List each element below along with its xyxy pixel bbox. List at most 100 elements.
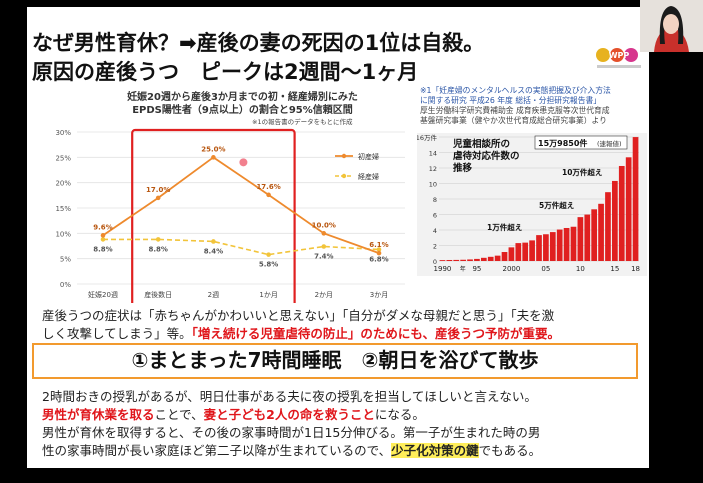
reference-line2: に関する研究 平成26 年度 総括・分担研究報告書」	[420, 96, 602, 105]
bar	[460, 259, 466, 261]
data-label-primipara: 17.0%	[146, 186, 170, 194]
y-tick-label: 4	[433, 227, 437, 235]
point-multipara	[266, 252, 271, 257]
x-tick-label: 2週	[208, 290, 219, 299]
reference-line4: 基盤研究事業（健やか次世代育成総合研究事業）より	[420, 116, 607, 125]
bar	[467, 259, 473, 261]
data-label-primipara: 25.0%	[201, 145, 225, 153]
presenter-video-thumbnail[interactable]	[640, 0, 703, 52]
x-tick-label: 妊娠20週	[88, 290, 118, 299]
reference-note: ※1「妊産婦のメンタルヘルスの実態把握及び介入方法 に関する研究 平成26 年度…	[420, 86, 645, 126]
leave-benefit-text: 男性が育休業を取ることで、妻と子ども2人の命を救うことになる。	[42, 404, 425, 423]
annotation-5man: 5万件超え	[539, 200, 574, 210]
point-multipara	[376, 247, 382, 252]
bar	[625, 157, 632, 261]
bar	[536, 235, 542, 261]
point-multipara	[155, 237, 161, 242]
line-chart: 0% 5% 10% 15% 20% 25% 30% 妊娠20週 産後数日 2週 1か月 2か月 3か月 8…	[55, 128, 405, 303]
bar	[556, 229, 563, 261]
line-chart-title: 妊娠20週から産後3か月までの初・経産婦別にみた EPDS陽性者（9点以上）の割…	[105, 91, 380, 117]
housework-text-line2: 性の家事時間が長い家庭ほど第二子以降が生まれているので、少子化対策の鍵でもある。	[42, 440, 541, 459]
annotation-10man: 10万件超え	[562, 167, 602, 177]
slide-title-line1: なぜ男性育休？➡産後の妻の死因の1位は自殺。	[32, 31, 485, 55]
x-tick-label: 3か月	[370, 291, 388, 299]
y-tick-label: 25%	[55, 154, 71, 162]
data-label-primipara: 10.0%	[312, 221, 336, 229]
organization-logo: WPP	[596, 48, 641, 68]
leave-benefit-b: ことで、	[154, 407, 204, 422]
data-label-multipara: 5.8%	[259, 261, 278, 269]
data-label-multipara: 8.8%	[148, 245, 167, 253]
bar	[632, 137, 639, 261]
bar	[577, 217, 584, 261]
highlight-box	[131, 128, 296, 303]
housework-text-a: 性の家事時間が長い家庭ほど第二子以降が生まれているので、	[42, 443, 392, 458]
bar	[515, 243, 522, 261]
bar	[570, 226, 577, 261]
bar	[508, 247, 515, 261]
data-label-multipara: 8.4%	[204, 247, 223, 255]
leave-benefit-c: 妻と子ども2人の命を救うこと	[203, 407, 375, 422]
bar	[598, 203, 604, 261]
x-tick-label: 18	[631, 265, 640, 273]
x-tick-label: 05	[541, 265, 550, 273]
bar	[446, 259, 453, 261]
feeding-text: 2時間おきの授乳があるが、明日仕事がある夫に夜の授乳を担当してほしいと言えない。	[42, 389, 537, 404]
bar	[474, 258, 480, 261]
y-tick-label: 2	[433, 243, 437, 251]
y-tick-label: 20%	[55, 180, 71, 188]
point-primipara	[155, 195, 161, 201]
series-line-multipara	[103, 238, 380, 256]
x-tick-label: 1か月	[259, 291, 277, 299]
annotation-1man: 1万件超え	[487, 222, 522, 232]
leave-benefit-a: 男性が育休業を取る	[42, 407, 155, 422]
x-tick-label: 95	[472, 265, 481, 273]
x-tick-label: 2000	[502, 265, 520, 273]
bar	[549, 232, 556, 261]
point-primipara	[266, 192, 271, 198]
bar	[584, 214, 591, 261]
y-tick-label: 16万件	[417, 133, 437, 142]
bar	[605, 192, 611, 261]
y-tick-label: 30%	[55, 129, 71, 137]
prevention-banner: ①まとまった7時間睡眠 ②朝日を浴びて散歩	[32, 343, 638, 379]
legend-marker-primipara	[341, 153, 347, 159]
point-multipara	[321, 244, 327, 249]
x-tick-label: 1990	[434, 265, 452, 273]
reference-line3: 厚生労働科学研究費補助金 成育疾患克服等次世代育成	[420, 106, 610, 115]
x-tick-label: 2か月	[315, 291, 333, 299]
x-tick-label: 産後数日	[144, 290, 172, 299]
line-chart-title-line2: EPDS陽性者（9点以上）の割合と95%信頼区間	[132, 105, 353, 116]
bar	[529, 240, 535, 261]
bar	[591, 209, 598, 261]
bar	[501, 252, 508, 261]
housework-text-c: でもある。	[478, 443, 542, 458]
bar	[543, 234, 549, 261]
bar	[439, 260, 446, 261]
symptom-text-line2: しく攻撃してしまう」等。「増え続ける児童虐待の防止」のためにも、産後うつ予防が重…	[42, 323, 560, 342]
y-tick-label: 5%	[60, 256, 71, 264]
data-label-primipara: 17.6%	[256, 183, 280, 191]
pointer-dot	[239, 158, 248, 167]
line-chart-note: ※1の報告書のデータをもとに作成	[252, 118, 353, 126]
bar	[494, 255, 501, 261]
bar	[612, 180, 618, 261]
housework-text-line1: 男性が育休を取得すると、その後の家事時間が1日15分伸びる。第一子が生まれた時の…	[42, 425, 541, 440]
point-multipara	[211, 239, 216, 244]
series-line-primipara	[102, 156, 380, 254]
y-tick-label: 0%	[60, 281, 71, 289]
slide-title-line2: 原因の産後うつ ピークは2週間〜1ヶ月	[32, 60, 419, 84]
symptom-text-line2-a: しく攻撃してしまう」等。	[42, 326, 192, 341]
badge-note: (速報値)	[597, 139, 622, 148]
y-tick-label: 14	[429, 150, 437, 158]
y-tick-label: 15%	[55, 205, 71, 213]
y-tick-label: 6	[433, 212, 437, 220]
line-chart-title-line1: 妊娠20週から産後3か月までの初・経産婦別にみた	[127, 92, 358, 103]
y-tick-label: 0	[433, 258, 437, 266]
data-label-multipara: 7.4%	[314, 253, 333, 261]
x-tick-label: 15	[610, 265, 619, 273]
legend-label-multipara: 経産婦	[358, 172, 379, 181]
data-label-primipara: 9.6%	[93, 223, 112, 231]
bar	[618, 165, 625, 261]
